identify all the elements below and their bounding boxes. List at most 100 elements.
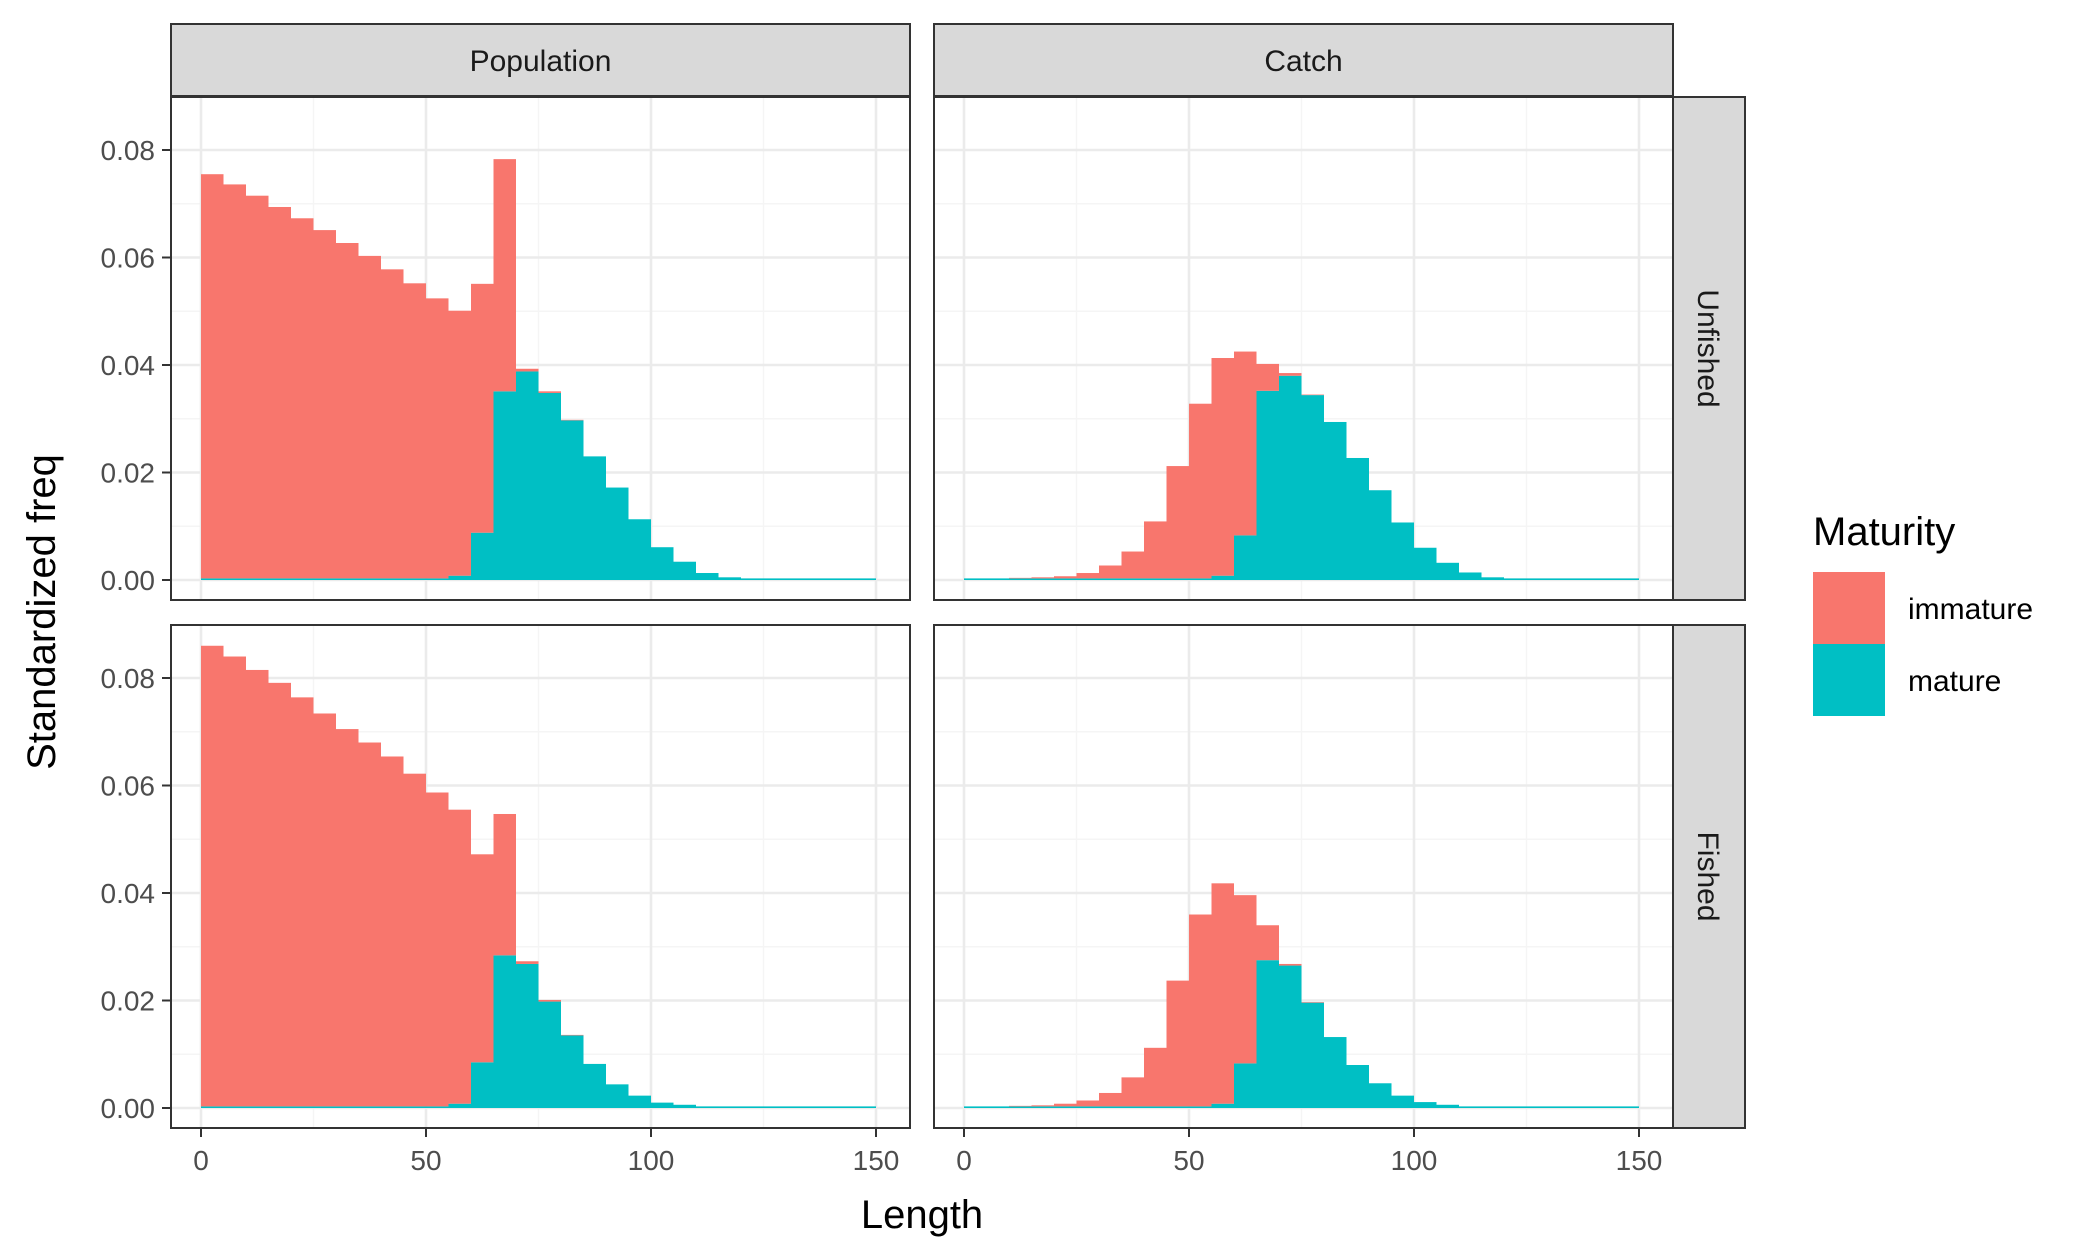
bar-mature (786, 1106, 809, 1108)
bar-mature (1144, 578, 1167, 580)
bar-mature (426, 578, 449, 580)
bar-immature (1121, 551, 1144, 579)
bar-mature (538, 392, 561, 580)
strip-row-fished: Fished (1672, 624, 1746, 1129)
strip-column-catch: Catch (933, 23, 1674, 97)
bar-mature (986, 578, 1009, 580)
bar-mature (583, 456, 606, 580)
bar-mature (651, 547, 674, 580)
bar-mature (1526, 1106, 1549, 1108)
bar-mature (1324, 421, 1347, 580)
bar-mature (1481, 577, 1504, 580)
bar-mature (741, 1106, 764, 1108)
bar-mature (471, 532, 494, 580)
bar-immature (493, 813, 516, 956)
bar-mature (381, 578, 404, 580)
bar-mature (696, 573, 719, 580)
bar-immature (1009, 577, 1032, 579)
bar-mature (1144, 1106, 1167, 1108)
strip-column-population-box (170, 23, 911, 97)
bar-immature (403, 773, 426, 1107)
bar-mature (1076, 1106, 1099, 1108)
bar-mature (1031, 578, 1054, 580)
bar-mature (853, 578, 876, 580)
bar-mature (268, 578, 291, 580)
bar-immature (1054, 576, 1077, 579)
bar-mature (223, 1106, 246, 1108)
bar-immature (561, 1034, 584, 1036)
bar-immature (223, 184, 246, 579)
bar-mature (741, 578, 764, 580)
bar-mature (493, 955, 516, 1108)
bar-mature (1549, 578, 1572, 580)
bar-immature (448, 809, 471, 1104)
bar-mature (1526, 578, 1549, 580)
bar-immature (1234, 895, 1257, 1064)
bar-immature (291, 697, 314, 1107)
bar-immature (1031, 577, 1054, 579)
bar-immature (1279, 373, 1302, 376)
bar-mature (246, 1106, 269, 1108)
y-tick-label: 0.02 (101, 458, 156, 489)
bar-immature (1099, 1092, 1122, 1107)
strip-row-unfished-box (1672, 96, 1746, 601)
bar-mature (696, 1106, 719, 1108)
bar-mature (313, 1106, 336, 1108)
bar-mature (1099, 578, 1122, 580)
bar-mature (1346, 1065, 1369, 1108)
bar-mature (673, 561, 696, 580)
bar-mature (1166, 578, 1189, 580)
bar-mature (403, 578, 426, 580)
x-tick-label: 0 (956, 1145, 972, 1176)
bar-mature (223, 578, 246, 580)
bar-mature (1256, 960, 1279, 1108)
bar-immature (201, 645, 224, 1107)
bar-immature (1144, 521, 1167, 579)
y-tick-label: 0.04 (101, 878, 156, 909)
x-tick-label: 150 (853, 1145, 900, 1176)
bar-mature (1211, 575, 1234, 580)
bar-immature (358, 742, 381, 1107)
bar-immature (1301, 1002, 1324, 1003)
panel-catch-unfished (933, 96, 1674, 601)
bar-immature (561, 419, 584, 421)
bar-mature (1369, 1083, 1392, 1108)
bar-immature (1279, 963, 1302, 966)
y-tick-label: 0.00 (101, 565, 156, 596)
bar-mature (1369, 490, 1392, 580)
bar-mature (964, 1106, 987, 1108)
bar-immature (1144, 1047, 1167, 1107)
bar-immature (1009, 1105, 1032, 1107)
bar-mature (1189, 1106, 1212, 1108)
bar-immature (516, 368, 539, 372)
strip-row-unfished: Unfished (1672, 96, 1746, 601)
bar-immature (1189, 403, 1212, 579)
strip-column-population-label: Population (470, 45, 612, 78)
bar-immature (426, 298, 449, 579)
bar-immature (1031, 1105, 1054, 1107)
bar-immature (1301, 394, 1324, 396)
bar-mature (1279, 965, 1302, 1108)
bar-immature (336, 729, 359, 1107)
x-tick-label: 100 (628, 1145, 675, 1176)
x-axis-ticks: 0 50 100 150 0 50 100 150 (193, 1128, 1662, 1176)
bar-mature (986, 1106, 1009, 1108)
panel-border (170, 96, 911, 601)
bar-mature (831, 578, 854, 580)
bar-mature (1594, 578, 1617, 580)
bar-mature (403, 1106, 426, 1108)
bar-mature (1301, 1002, 1324, 1108)
bar-immature (1211, 358, 1234, 576)
bar-immature (313, 230, 336, 579)
bar-mature (651, 1102, 674, 1108)
bar-immature (403, 283, 426, 579)
bar-mature (448, 1103, 471, 1108)
bar-mature (561, 420, 584, 580)
panel-border (170, 624, 911, 1129)
bar-mature (628, 1095, 651, 1108)
bar-mature (808, 578, 831, 580)
bar-immature (471, 283, 494, 533)
x-tick-label: 50 (410, 1145, 441, 1176)
bar-mature (538, 1001, 561, 1108)
legend-label-mature: mature (1908, 665, 2001, 698)
